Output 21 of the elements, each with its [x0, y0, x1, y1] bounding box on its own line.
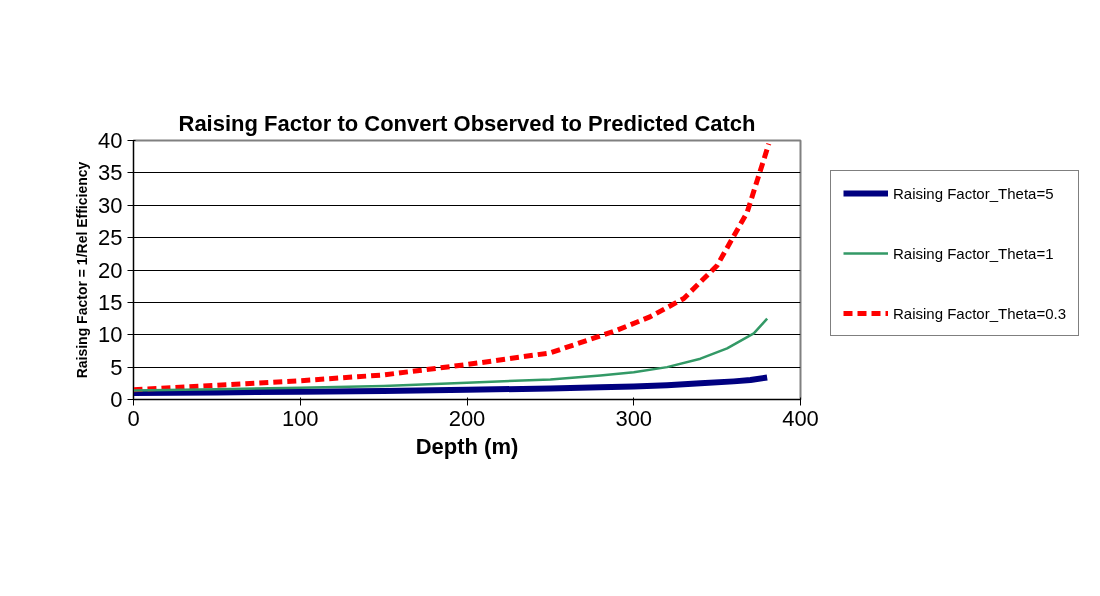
- chart-title: Raising Factor to Convert Observed to Predicted Catch: [178, 110, 756, 136]
- line-series: [133, 317, 769, 392]
- y-tick-label: 25: [98, 225, 123, 251]
- legend-label: Raising Factor_Theta=0.3: [893, 304, 1067, 322]
- y-tick-label: 10: [98, 322, 123, 348]
- y-tick-label: 30: [98, 192, 123, 218]
- x-axis-title: Depth (m): [415, 433, 519, 459]
- x-tick-label: 200: [448, 405, 486, 431]
- y-tick-label: 0: [110, 387, 123, 412]
- x-tick-label: 0: [127, 405, 140, 431]
- x-tick-label: 400: [782, 405, 819, 431]
- y-tick-label: 35: [98, 160, 123, 186]
- x-tick-label: 100: [281, 405, 319, 431]
- y-tick-label: 5: [110, 354, 123, 380]
- y-tick-label: 20: [98, 257, 123, 283]
- legend-label: Raising Factor_Theta=5: [893, 184, 1054, 202]
- y-axis-title: Raising Factor = 1/Rel Efficiency: [74, 161, 91, 379]
- legend-label: Raising Factor_Theta=1: [893, 244, 1054, 262]
- x-tick-label: 300: [615, 405, 653, 431]
- y-tick-label: 40: [98, 128, 123, 153]
- y-tick-label: 15: [98, 289, 123, 315]
